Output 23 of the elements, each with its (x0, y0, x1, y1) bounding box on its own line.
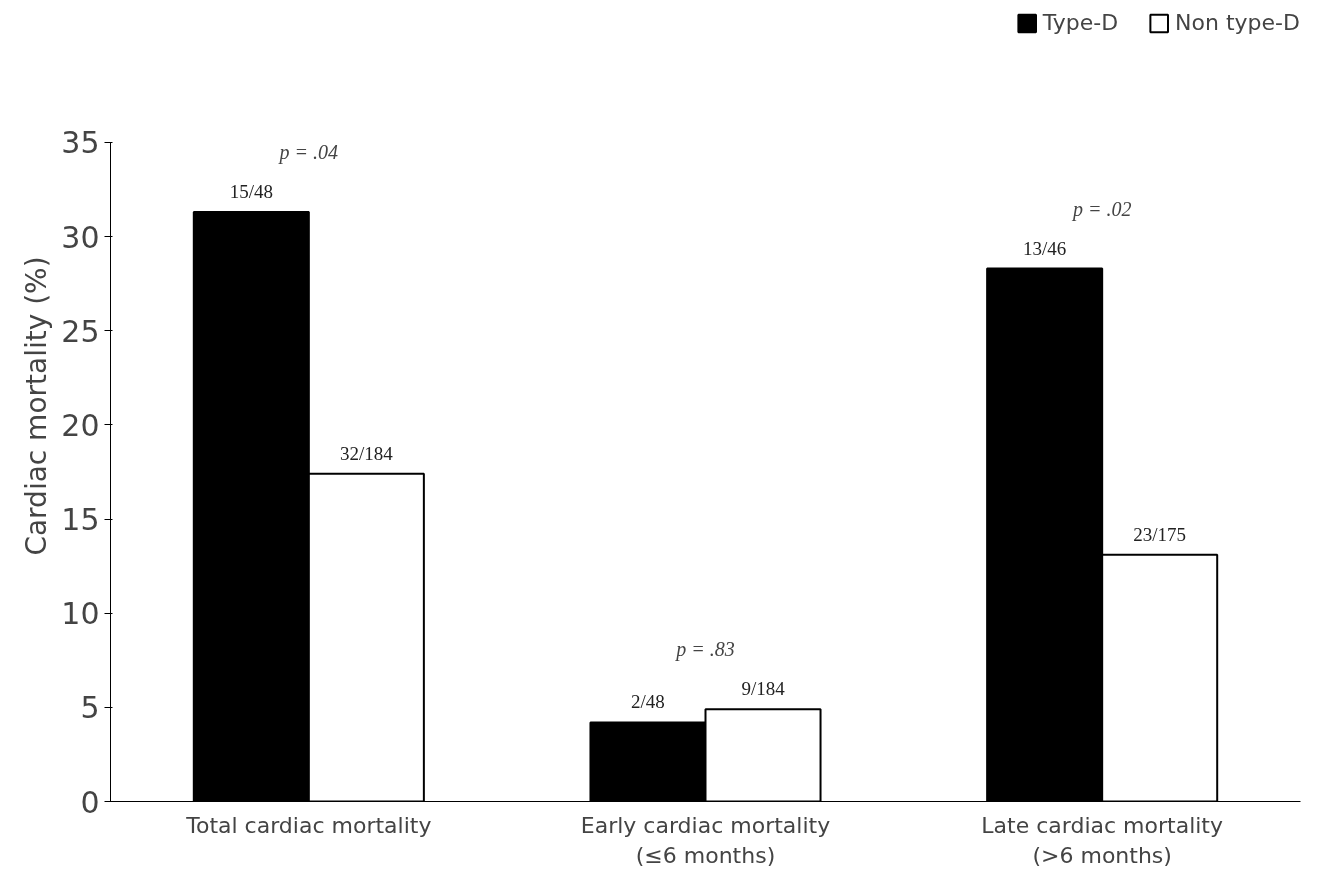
data-label: 2/48 (631, 691, 665, 713)
annotation: p = .04 (277, 141, 339, 165)
x-tick-label: Early cardiac mortality (≤6 months) (580, 812, 831, 868)
y-tick-label: 35 (61, 125, 100, 161)
y-tick-label: 15 (61, 502, 100, 537)
y-tick-label: 20 (61, 407, 100, 443)
data-label: 32/184 (339, 442, 394, 464)
x-tick-label: Total cardiac mortality (185, 812, 432, 838)
data-label: 13/46 (1023, 237, 1067, 259)
legend-label: Non type-D (1175, 10, 1300, 35)
data-label: 23/175 (1133, 523, 1187, 545)
y-axis-title: Cardiac mortality (%) (20, 256, 54, 556)
annotation: p = .02 (1070, 197, 1132, 221)
data-label: 9/184 (741, 678, 786, 700)
y-tick-label: 25 (61, 313, 100, 349)
y-tick-label: 30 (61, 219, 100, 255)
y-tick-label: 5 (80, 690, 100, 726)
annotation: p = .83 (674, 638, 735, 662)
y-tick-label: 0 (80, 784, 100, 820)
legend-label: Type-D (1042, 10, 1119, 35)
y-tick-label: 10 (61, 596, 100, 632)
x-tick-label: Late cardiac mortality (>6 months) (981, 812, 1224, 868)
data-label: 15/48 (229, 181, 273, 203)
